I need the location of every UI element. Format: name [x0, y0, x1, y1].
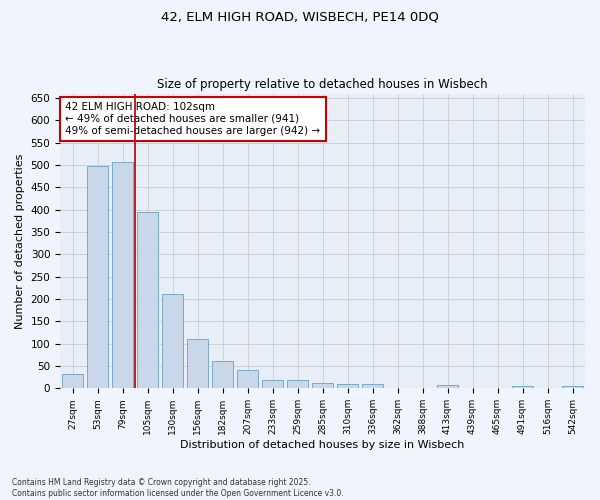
- Bar: [337, 384, 358, 388]
- X-axis label: Distribution of detached houses by size in Wisbech: Distribution of detached houses by size …: [181, 440, 465, 450]
- Text: Contains HM Land Registry data © Crown copyright and database right 2025.
Contai: Contains HM Land Registry data © Crown c…: [12, 478, 344, 498]
- Bar: [237, 370, 258, 388]
- Bar: [512, 386, 533, 388]
- Bar: [562, 386, 583, 388]
- Bar: [137, 212, 158, 388]
- Bar: [437, 385, 458, 388]
- Bar: [162, 294, 183, 388]
- Bar: [262, 380, 283, 388]
- Bar: [212, 360, 233, 388]
- Title: Size of property relative to detached houses in Wisbech: Size of property relative to detached ho…: [157, 78, 488, 91]
- Bar: [62, 374, 83, 388]
- Text: 42 ELM HIGH ROAD: 102sqm
← 49% of detached houses are smaller (941)
49% of semi-: 42 ELM HIGH ROAD: 102sqm ← 49% of detach…: [65, 102, 320, 136]
- Bar: [287, 380, 308, 388]
- Y-axis label: Number of detached properties: Number of detached properties: [15, 154, 25, 328]
- Bar: [87, 166, 108, 388]
- Text: 42, ELM HIGH ROAD, WISBECH, PE14 0DQ: 42, ELM HIGH ROAD, WISBECH, PE14 0DQ: [161, 10, 439, 23]
- Bar: [112, 162, 133, 388]
- Bar: [312, 382, 333, 388]
- Bar: [362, 384, 383, 388]
- Bar: [187, 339, 208, 388]
